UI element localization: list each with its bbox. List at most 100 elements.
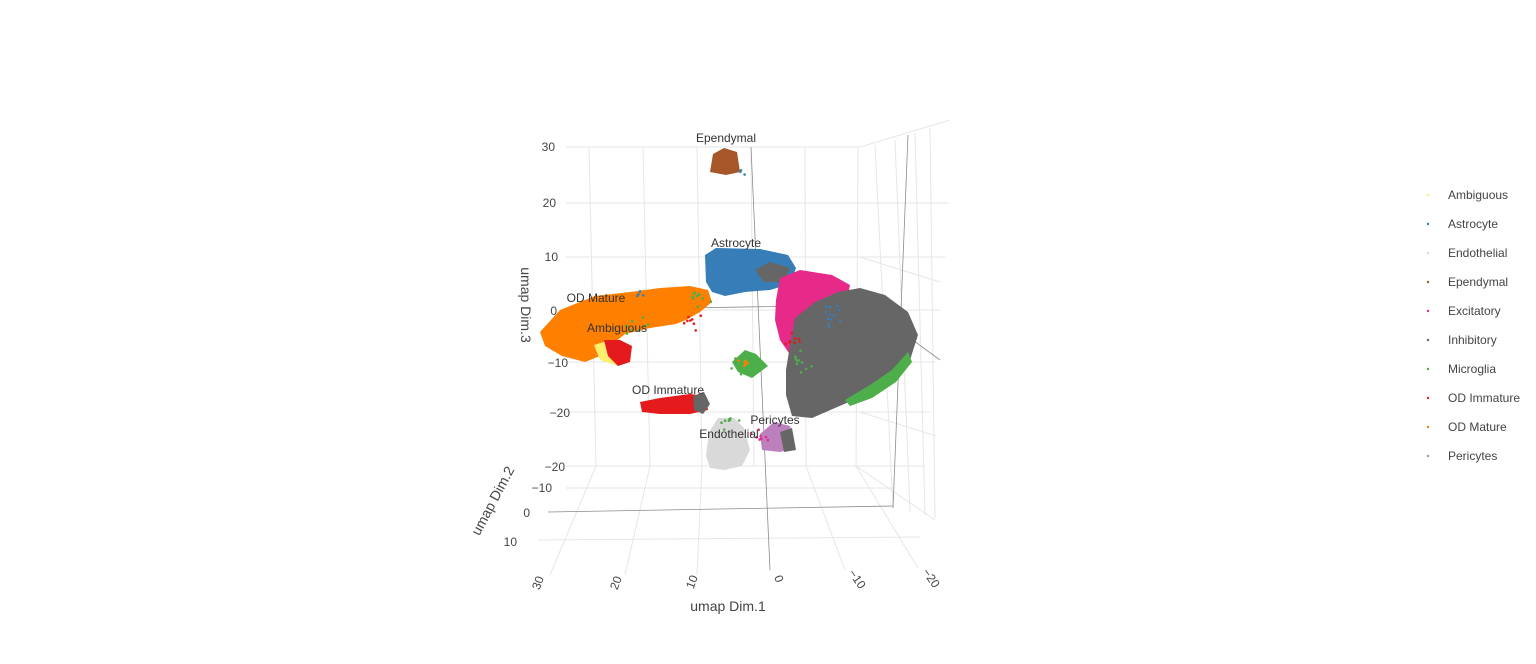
x-tick-label: 30 — [529, 574, 547, 592]
data-point — [800, 361, 804, 364]
z-tick-label: −10 — [548, 356, 569, 370]
data-point — [643, 324, 646, 328]
x-axis-ticks: 30 20 10 0 −10 −20 — [529, 566, 943, 592]
data-point — [799, 371, 803, 374]
data-clusters — [540, 148, 918, 470]
data-point — [646, 323, 650, 327]
legend-label: Ambiguous — [1448, 188, 1508, 202]
legend-item-od-immature[interactable]: OD Immature — [1426, 391, 1521, 405]
legend-marker — [1426, 367, 1430, 371]
y-tick-label: 10 — [504, 535, 518, 549]
data-point — [636, 294, 639, 298]
cluster-label-ependymal: Ependymal — [696, 131, 756, 145]
legend-item-excitatory[interactable]: Excitatory — [1426, 304, 1501, 318]
z-tick-label: −20 — [550, 406, 571, 420]
legend-item-inhibitory[interactable]: Inhibitory — [1426, 333, 1497, 347]
data-point — [799, 349, 802, 353]
cluster-inhibitory — [786, 288, 918, 418]
cluster-label-od-immature: OD Immature — [632, 383, 704, 397]
legend-marker — [1426, 338, 1430, 342]
legend-label: OD Immature — [1448, 391, 1520, 405]
cluster-inhibitory — [755, 262, 790, 282]
y-axis-ticks: −10 0 10 — [504, 481, 553, 549]
data-point — [825, 305, 828, 309]
data-point — [727, 419, 731, 423]
legend-item-ependymal[interactable]: Ependymal — [1426, 275, 1508, 289]
data-point — [744, 370, 747, 373]
legend-marker — [1426, 280, 1430, 284]
data-point — [790, 331, 793, 335]
legend-label: Pericytes — [1448, 449, 1497, 463]
cluster-microglia — [732, 350, 768, 378]
data-point — [637, 329, 641, 332]
legend-item-astrocyte[interactable]: Astrocyte — [1426, 217, 1499, 231]
legend-label: Endothelial — [1448, 246, 1507, 260]
data-point — [695, 294, 698, 298]
data-point — [687, 315, 690, 319]
legend-marker — [1426, 425, 1430, 429]
data-point — [826, 317, 830, 321]
data-point — [739, 169, 743, 172]
data-point — [720, 421, 723, 425]
legend: Ambiguous Astrocyte Endothelial Ependyma… — [1426, 188, 1521, 463]
data-point — [723, 419, 727, 423]
legend-marker — [1426, 193, 1430, 197]
legend-label: Ependymal — [1448, 275, 1508, 289]
data-point — [759, 435, 762, 438]
data-point — [625, 332, 629, 335]
data-point — [804, 367, 808, 371]
data-point — [738, 364, 742, 368]
x-tick-label: 10 — [683, 573, 701, 591]
legend-item-microglia[interactable]: Microglia — [1426, 362, 1497, 376]
data-point — [795, 359, 799, 362]
cluster-inhibitory — [780, 428, 796, 452]
legend-item-endothelial[interactable]: Endothelial — [1426, 246, 1508, 260]
data-point — [794, 357, 797, 361]
data-point — [793, 341, 796, 345]
cluster-label-pericytes: Pericytes — [750, 413, 799, 427]
z-axis-ticks: 30 20 10 0 −10 −20 −20 — [542, 140, 571, 474]
x-tick-label: −10 — [846, 567, 869, 592]
cluster-endothelial — [706, 418, 750, 470]
data-point — [701, 297, 704, 300]
data-point — [764, 435, 768, 439]
z-tick-label: 0 — [550, 304, 557, 318]
data-point — [737, 359, 740, 362]
x-axis-title: umap Dim.1 — [690, 598, 766, 614]
y-axis-title: umap Dim.2 — [468, 463, 518, 537]
data-point — [694, 329, 697, 332]
cluster-od-immature — [640, 394, 708, 414]
data-point — [810, 364, 813, 368]
data-point — [746, 361, 749, 365]
data-point — [797, 337, 800, 341]
data-point — [743, 173, 746, 176]
data-point — [642, 294, 645, 297]
data-point — [788, 340, 792, 343]
data-point — [749, 432, 753, 436]
cluster-label-astrocyte: Astrocyte — [711, 236, 761, 250]
data-point — [690, 295, 694, 298]
legend-item-ambiguous[interactable]: Ambiguous — [1426, 188, 1508, 202]
data-point — [638, 290, 642, 293]
data-point — [692, 322, 696, 326]
data-point — [829, 318, 833, 321]
data-point — [828, 306, 832, 309]
data-point — [697, 292, 701, 296]
data-point — [737, 419, 741, 422]
x-tick-label: 20 — [607, 574, 625, 592]
data-point — [722, 428, 726, 431]
data-point — [709, 300, 713, 304]
data-point — [833, 313, 836, 317]
data-point — [631, 320, 634, 323]
z-tick-label: 10 — [545, 250, 559, 264]
data-point — [689, 319, 692, 322]
z-tick-label: 30 — [542, 140, 556, 154]
legend-item-od-mature[interactable]: OD Mature — [1426, 420, 1507, 434]
data-point — [828, 313, 831, 317]
data-point — [784, 342, 787, 346]
z-tick-label: −20 — [545, 460, 566, 474]
cluster-label-endothelial: Endothelial — [699, 427, 758, 441]
legend-item-pericytes[interactable]: Pericytes — [1426, 449, 1498, 463]
cluster-ependymal — [710, 148, 740, 175]
